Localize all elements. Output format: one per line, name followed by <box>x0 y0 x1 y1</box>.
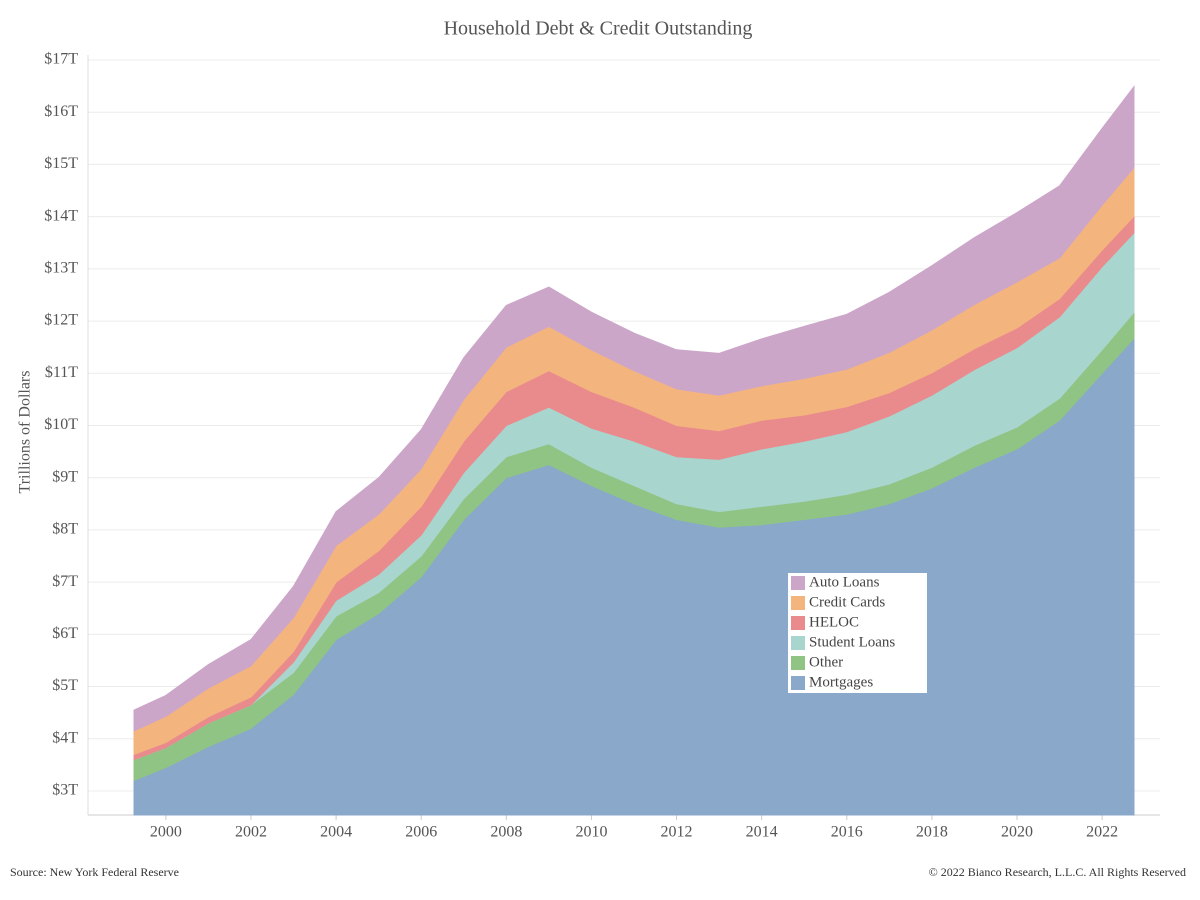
y-tick-label: $11T <box>45 364 78 381</box>
y-tick-label: $3T <box>52 782 78 799</box>
legend-box <box>788 573 927 693</box>
y-tick-label: $4T <box>52 729 78 746</box>
legend-swatch <box>791 576 805 590</box>
x-tick-label: 2020 <box>1001 824 1033 841</box>
y-axis-label: Trillions of Dollars <box>17 371 34 494</box>
x-tick-label: 2016 <box>831 824 863 841</box>
y-tick-label: $13T <box>44 260 78 277</box>
x-tick-label: 2010 <box>575 824 607 841</box>
x-tick-label: 2012 <box>661 824 693 841</box>
x-tick-label: 2014 <box>746 824 778 841</box>
y-tick-label: $7T <box>52 573 78 590</box>
copyright: © 2022 Bianco Research, L.L.C. All Right… <box>929 865 1186 879</box>
source: Source: New York Federal Reserve <box>10 865 179 879</box>
chart-title: Household Debt & Credit Outstanding <box>444 18 753 40</box>
legend-swatch <box>791 596 805 610</box>
legend-label: Auto Loans <box>809 574 880 590</box>
y-tick-label: $10T <box>44 416 78 433</box>
legend-swatch <box>791 676 805 690</box>
y-tick-label: $8T <box>52 521 78 538</box>
legend-label: Mortgages <box>809 674 873 690</box>
y-tick-label: $9T <box>52 468 78 485</box>
legend-swatch <box>791 616 805 630</box>
legend-swatch <box>791 636 805 650</box>
area <box>133 85 1135 732</box>
y-tick-label: $12T <box>44 312 78 329</box>
legend-label: Credit Cards <box>809 594 885 610</box>
x-tick-label: 2004 <box>320 824 352 841</box>
legend-swatch <box>791 656 805 670</box>
y-tick-label: $14T <box>44 207 78 224</box>
legend-label: Student Loans <box>809 634 895 650</box>
y-tick-label: $15T <box>44 155 78 172</box>
x-tick-label: 2002 <box>235 824 267 841</box>
x-tick-label: 2008 <box>490 824 522 841</box>
x-tick-label: 2022 <box>1086 824 1118 841</box>
x-tick-label: 2006 <box>405 824 437 841</box>
y-tick-label: $6T <box>52 625 78 642</box>
y-tick-label: $5T <box>52 677 78 694</box>
legend-label: Other <box>809 654 843 670</box>
y-tick-label: $16T <box>44 103 78 120</box>
y-tick-label: $17T <box>44 51 78 68</box>
x-tick-label: 2000 <box>150 824 182 841</box>
x-tick-label: 2018 <box>916 824 948 841</box>
legend-label: HELOC <box>809 614 859 630</box>
